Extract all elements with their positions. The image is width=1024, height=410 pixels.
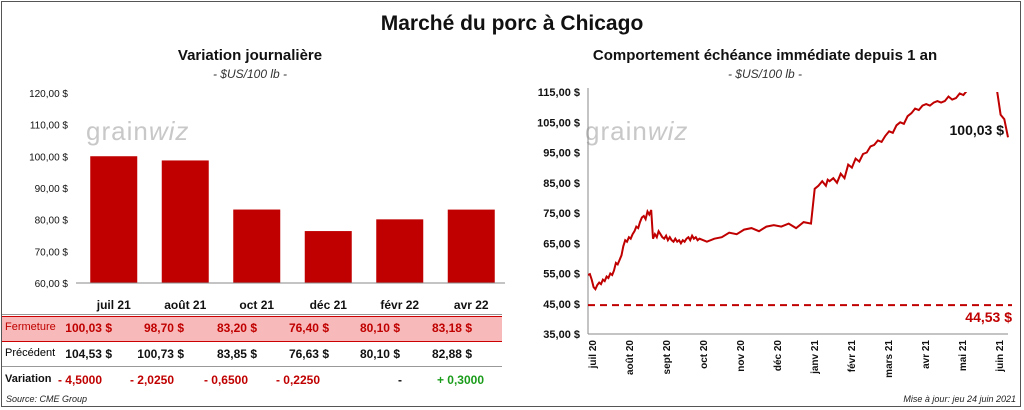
last-value-label: 100,03 $	[950, 122, 1005, 138]
update-note: Mise à jour: jeu 24 juin 2021	[903, 394, 1016, 404]
x-tick-label: juil 20	[588, 340, 599, 370]
y-tick-label: 115,00 $	[538, 87, 580, 99]
x-tick-label: déc 20	[773, 340, 784, 372]
previous-value: 80,10 $	[359, 347, 400, 361]
source-note: Source: CME Group	[6, 394, 88, 404]
right-chart-unit: - $US/100 lb -	[727, 67, 803, 81]
x-tick-label: août 20	[625, 340, 636, 375]
bar	[447, 209, 495, 283]
previous-value: 100,73 $	[137, 347, 184, 361]
row-label-close: Fermeture	[5, 321, 56, 333]
y-tick-label: 70,00 $	[35, 247, 69, 258]
x-tick-label: mars 21	[884, 340, 895, 378]
bar	[376, 219, 424, 283]
variation-value: - 0,6500	[203, 373, 248, 387]
variation-value: -	[398, 373, 402, 387]
row-label-variation: Variation	[5, 373, 52, 385]
close-value: 83,20 $	[216, 321, 257, 335]
bar-chart: 60,00 $ 70,00 $ 80,00 $ 90,00 $ 100,00 $ 110,…	[29, 89, 505, 312]
y-tick-label: 90,00 $	[35, 184, 69, 195]
variation-value: - 4,5000	[57, 373, 102, 387]
previous-value: 82,88 $	[431, 347, 472, 361]
x-tick-label: nov 20	[736, 340, 747, 372]
bar	[233, 209, 281, 283]
variation-value: - 2,0250	[129, 373, 174, 387]
bar	[161, 160, 209, 283]
right-chart-title: Comportement échéance immédiate depuis 1…	[592, 47, 938, 64]
x-tick-label: avr 22	[454, 298, 489, 312]
y-tick-label: 45,00 $	[543, 299, 580, 311]
left-chart-unit: - $US/100 lb -	[212, 67, 288, 81]
bar	[304, 231, 352, 283]
x-tick-label: avr 21	[921, 340, 932, 369]
x-tick-label: août 21	[164, 298, 206, 312]
y-tick-label: 95,00 $	[543, 148, 580, 160]
variation-value: + 0,3000	[436, 373, 484, 387]
table-separator-bottom	[2, 366, 502, 367]
variation-value: - 0,2250	[275, 373, 320, 387]
table-separator-top	[2, 314, 502, 315]
y-tick-label: 60,00 $	[35, 279, 69, 290]
row-label-previous: Précédent	[5, 347, 56, 359]
x-tick-label: déc 21	[310, 298, 348, 312]
grainwiz-logo-left: grainwiz	[86, 116, 190, 146]
close-value: 98,70 $	[143, 321, 184, 335]
y-tick-label: 75,00 $	[543, 208, 580, 220]
y-tick-label: 100,00 $	[29, 152, 68, 163]
previous-value: 76,63 $	[288, 347, 329, 361]
table-row-previous: Précédent 104,53 $ 100,73 $ 83,85 $ 76,6…	[2, 343, 502, 365]
previous-value: 104,53 $	[65, 347, 112, 361]
x-tick-label: févr 21	[847, 340, 858, 373]
y-tick-label: 120,00 $	[29, 89, 68, 100]
close-value: 100,03 $	[65, 321, 112, 335]
table-row-close: Fermeture 100,03 $ 98,70 $ 83,20 $ 76,40…	[2, 316, 502, 342]
x-tick-label: févr 22	[380, 298, 419, 312]
y-tick-label: 65,00 $	[543, 238, 580, 250]
x-tick-label: mai 21	[958, 340, 969, 372]
y-tick-label: 110,00 $	[30, 121, 69, 132]
previous-value: 83,85 $	[216, 347, 257, 361]
x-tick-label: oct 21	[239, 298, 274, 312]
close-value: 76,40 $	[288, 321, 329, 335]
y-tick-label: 85,00 $	[543, 178, 580, 190]
reference-value-label: 44,53 $	[965, 309, 1012, 325]
price-series-line	[588, 92, 1009, 292]
x-tick-label: sept 20	[662, 340, 673, 375]
y-tick-label: 80,00 $	[35, 216, 69, 227]
x-tick-label: juil 21	[96, 298, 131, 312]
x-tick-label: juin 21	[995, 340, 1006, 373]
y-tick-label: 105,00 $	[537, 117, 580, 129]
table-row-variation: Variation - 4,5000 - 2,0250 - 0,6500 - 0…	[2, 369, 502, 391]
close-value: 80,10 $	[359, 321, 400, 335]
close-value: 83,18 $	[431, 321, 472, 335]
page-title: Marché du porc à Chicago	[380, 12, 644, 35]
y-tick-label: 55,00 $	[543, 269, 580, 281]
grainwiz-logo-right: grainwiz	[585, 116, 689, 146]
x-tick-label: janv 21	[810, 340, 821, 375]
line-chart: 35,00 $ 45,00 $ 55,00 $ 65,00 $ 75,00 $ 85,00…	[537, 87, 1012, 378]
x-tick-label: oct 20	[699, 340, 710, 369]
y-tick-label: 35,00 $	[543, 329, 580, 341]
left-chart-title: Variation journalière	[177, 47, 323, 64]
bar	[90, 156, 138, 283]
